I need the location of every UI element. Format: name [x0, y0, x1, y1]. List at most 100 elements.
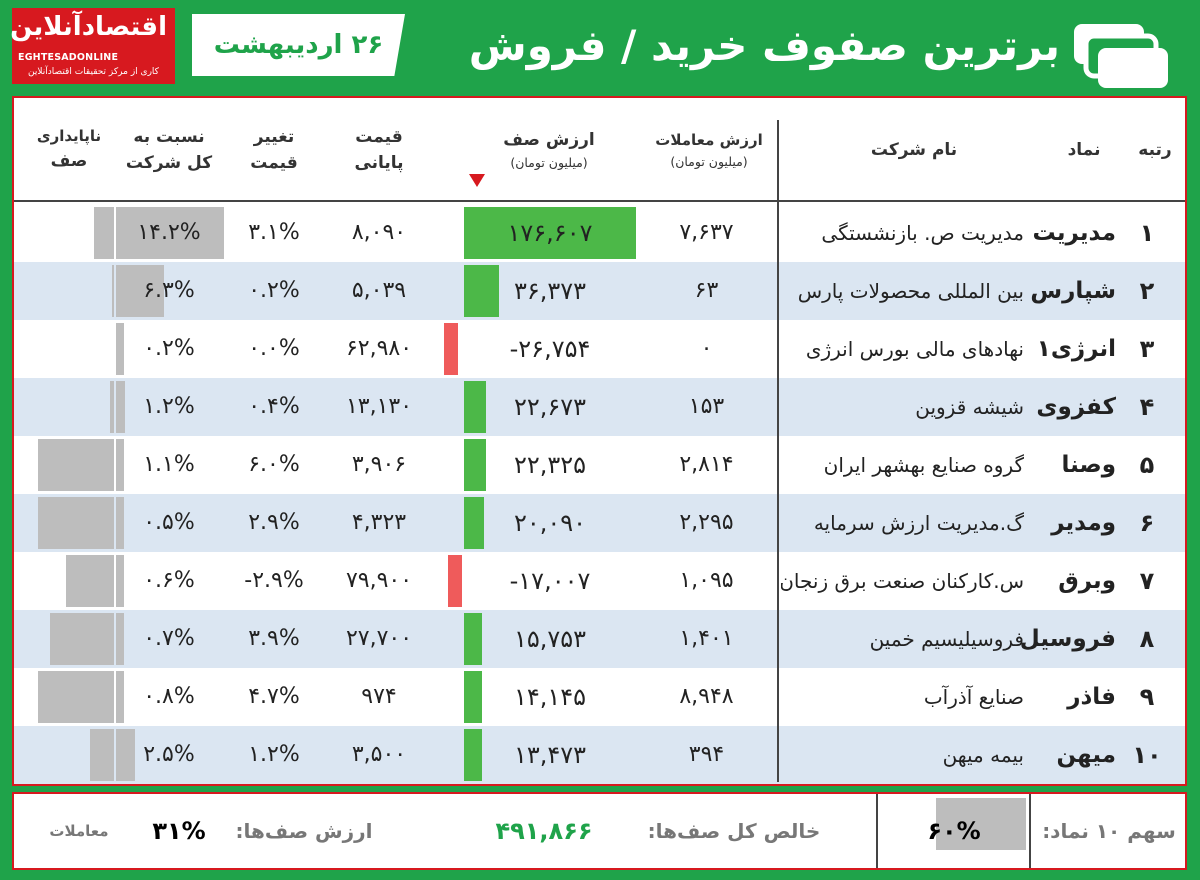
- table-row[interactable]: ۱ مدیریت مدیریت ص. بازنشستگی ۷,۶۳۷ ۱۷۶,۶۰۷ ۸,…: [14, 204, 1185, 262]
- buy-queue-bar: [464, 439, 486, 491]
- col-rank[interactable]: رتبه: [1126, 98, 1184, 202]
- queue-value-cell: -۱۷,۰۰۷: [509, 567, 591, 595]
- table-row[interactable]: ۸ فروسیل فروسیلیسیم خمین ۱,۴۰۱ ۱۵,۷۵۳ ۲۷,۷۰۰ ۳…: [14, 610, 1185, 668]
- col-final-price[interactable]: قیمت پایانی: [329, 98, 429, 202]
- final-price-cell: ۹۷۴: [361, 684, 397, 709]
- symbol-cell: فروسیل: [1019, 626, 1116, 652]
- top10-share-label: سهم ۱۰ نماد:: [1042, 819, 1176, 843]
- col-symbol[interactable]: نماد: [1044, 98, 1124, 202]
- instability-bar: [110, 381, 114, 433]
- share-cell: ۰.۷%: [143, 626, 195, 651]
- trade-value-cell: ۲,۲۹۵: [679, 510, 734, 535]
- final-price-cell: ۳,۵۰۰: [351, 742, 407, 767]
- final-price-cell: ۵,۰۳۹: [351, 278, 407, 303]
- logo-english-text: EGHTESADONLINE: [18, 52, 119, 63]
- col-final-price-label-1: قیمت: [355, 126, 403, 147]
- table-row[interactable]: ۹ فاذر صنایع آذرآب ۸,۹۴۸ ۱۴,۱۴۵ ۹۷۴ ۴.۷% ۰.۸%: [14, 668, 1185, 726]
- brand-logo[interactable]: اقتصادآنلاین EGHTESADONLINE کاری از مرکز…: [10, 8, 175, 84]
- col-symbol-label: نماد: [1067, 139, 1101, 160]
- queues-pct-value: ۳۱%: [152, 817, 206, 845]
- col-share-label-1: نسبت به: [133, 126, 205, 147]
- col-name-label: نام شرکت: [870, 139, 958, 160]
- col-queue-value-label: ارزش صف: [503, 130, 595, 151]
- symbol-cell: کفزوی: [1036, 394, 1116, 420]
- symbol-cell: ومدیر: [1051, 510, 1116, 536]
- queue-value-cell: ۲۲,۳۲۵: [513, 451, 587, 479]
- symbol-cell: وبرق: [1058, 568, 1116, 594]
- queue-value-cell: ۲۰,۰۹۰: [513, 509, 587, 537]
- instability-bar: [112, 265, 114, 317]
- final-price-cell: ۱۳,۱۳۰: [345, 394, 413, 419]
- price-change-cell: ۰.۴%: [248, 394, 300, 419]
- company-name-cell: شیشه قزوین: [915, 395, 1024, 419]
- final-price-cell: ۴,۳۲۳: [351, 510, 407, 535]
- instability-bar: [90, 729, 114, 781]
- table-row[interactable]: ۳ انرژی۱ نهادهای مالی بورس انرژی ۰ -۲۶,۷۵۴ ۶۲…: [14, 320, 1185, 378]
- logo-subtitle: کاری از مرکز تحقیقات اقتصادآنلاین: [28, 67, 159, 77]
- company-name-cell: نهادهای مالی بورس انرژی: [805, 337, 1024, 361]
- col-final-price-label-2: پایانی: [354, 153, 404, 173]
- company-name-cell: فروسیلیسیم خمین: [869, 627, 1024, 651]
- company-name-cell: بیمه میهن: [942, 743, 1024, 767]
- table-row[interactable]: ۱۰ میهن بیمه میهن ۳۹۴ ۱۳,۴۷۳ ۳,۵۰۰ ۱.۲% ۲.۵%: [14, 726, 1185, 784]
- share-bar: [116, 671, 124, 723]
- trade-value-cell: ۱,۰۹۵: [679, 568, 734, 593]
- buy-queue-bar: [464, 207, 636, 259]
- rank-cell: ۲: [1139, 277, 1155, 305]
- col-instability-label-2: صف: [50, 151, 88, 172]
- company-name-cell: بین المللی محصولات پارس: [797, 279, 1024, 303]
- share-bar: [116, 323, 124, 375]
- rank-cell: ۵: [1139, 451, 1155, 479]
- logo-persian-text: اقتصادآنلاین: [10, 12, 167, 42]
- final-price-cell: ۳,۹۰۶: [351, 452, 407, 477]
- trade-value-cell: ۱,۴۰۱: [679, 626, 734, 651]
- col-share[interactable]: نسبت به کل شرکت: [114, 98, 224, 202]
- trades-label: معاملات: [49, 822, 109, 840]
- company-name-cell: مدیریت ص. بازنشستگی: [821, 221, 1024, 245]
- instability-bar: [38, 671, 114, 723]
- date-label: ۲۶ اردیبهشت: [192, 14, 405, 76]
- col-name[interactable]: نام شرکت: [814, 98, 1014, 202]
- company-name-cell: گ.مدیریت ارزش سرمایه: [813, 511, 1024, 535]
- share-cell: ۱۴.۲%: [137, 220, 201, 245]
- table-row[interactable]: ۲ شپارس بین المللی محصولات پارس ۶۳ ۳۶,۳۷۳ ۵,۰…: [14, 262, 1185, 320]
- table-row[interactable]: ۷ وبرق س.کارکنان صنعت برق زنجان ۱,۰۹۵ -۱۷,۰۰…: [14, 552, 1185, 610]
- table-row[interactable]: ۵ وصنا گروه صنایع بهشهر ایران ۲,۸۱۴ ۲۲,۳۲۵ ۳,…: [14, 436, 1185, 494]
- rank-cell: ۶: [1139, 509, 1155, 537]
- rank-cell: ۱: [1139, 219, 1155, 247]
- queue-value-cell: ۱۴,۱۴۵: [513, 683, 587, 711]
- share-bar: [116, 381, 125, 433]
- col-price-change[interactable]: تغییر قیمت: [229, 98, 319, 202]
- table-row[interactable]: ۴ کفزوی شیشه قزوین ۱۵۳ ۲۲,۶۷۳ ۱۳,۱۳۰ ۰.۴% ۱.۲%: [14, 378, 1185, 436]
- trade-value-cell: ۸,۹۴۸: [679, 684, 734, 709]
- top10-share-bar: [936, 798, 1026, 850]
- trade-value-cell: ۱۵۳: [688, 394, 725, 419]
- share-bar: [116, 439, 124, 491]
- symbol-cell: مدیریت: [1032, 220, 1116, 246]
- price-change-cell: ۶.۰%: [248, 452, 300, 477]
- col-trade-value-unit: (میلیون تومان): [670, 153, 748, 169]
- queue-value-cell: ۳۶,۳۷۳: [513, 277, 587, 305]
- table-row[interactable]: ۶ ومدیر گ.مدیریت ارزش سرمایه ۲,۲۹۵ ۲۰,۰۹۰ ۴,۳…: [14, 494, 1185, 552]
- header-banner: اقتصادآنلاین EGHTESADONLINE کاری از مرکز…: [0, 0, 1200, 96]
- share-bar: [116, 497, 124, 549]
- instability-bar: [38, 439, 114, 491]
- price-change-cell: ۲.۹%: [248, 510, 300, 535]
- sort-desc-icon[interactable]: [469, 174, 485, 187]
- symbol-cell: انرژی۱: [1036, 336, 1116, 362]
- price-change-cell: -۲.۹%: [244, 568, 304, 593]
- price-change-cell: ۳.۱%: [248, 220, 300, 245]
- price-change-cell: ۱.۲%: [248, 742, 300, 767]
- col-trade-value[interactable]: ارزش معاملات (میلیون تومان): [644, 98, 774, 202]
- share-bar: [116, 613, 124, 665]
- share-bar: [116, 207, 224, 259]
- col-instability[interactable]: ناپایداری صف: [29, 98, 109, 202]
- instability-bar: [50, 613, 114, 665]
- buy-queue-bar: [464, 381, 486, 433]
- buy-queue-bar: [464, 729, 482, 781]
- share-bar: [116, 729, 135, 781]
- instability-bar: [94, 207, 114, 259]
- col-queue-value[interactable]: ارزش صف (میلیون تومان): [454, 98, 644, 202]
- col-rank-label: رتبه: [1138, 139, 1172, 160]
- rank-cell: ۳: [1139, 335, 1155, 363]
